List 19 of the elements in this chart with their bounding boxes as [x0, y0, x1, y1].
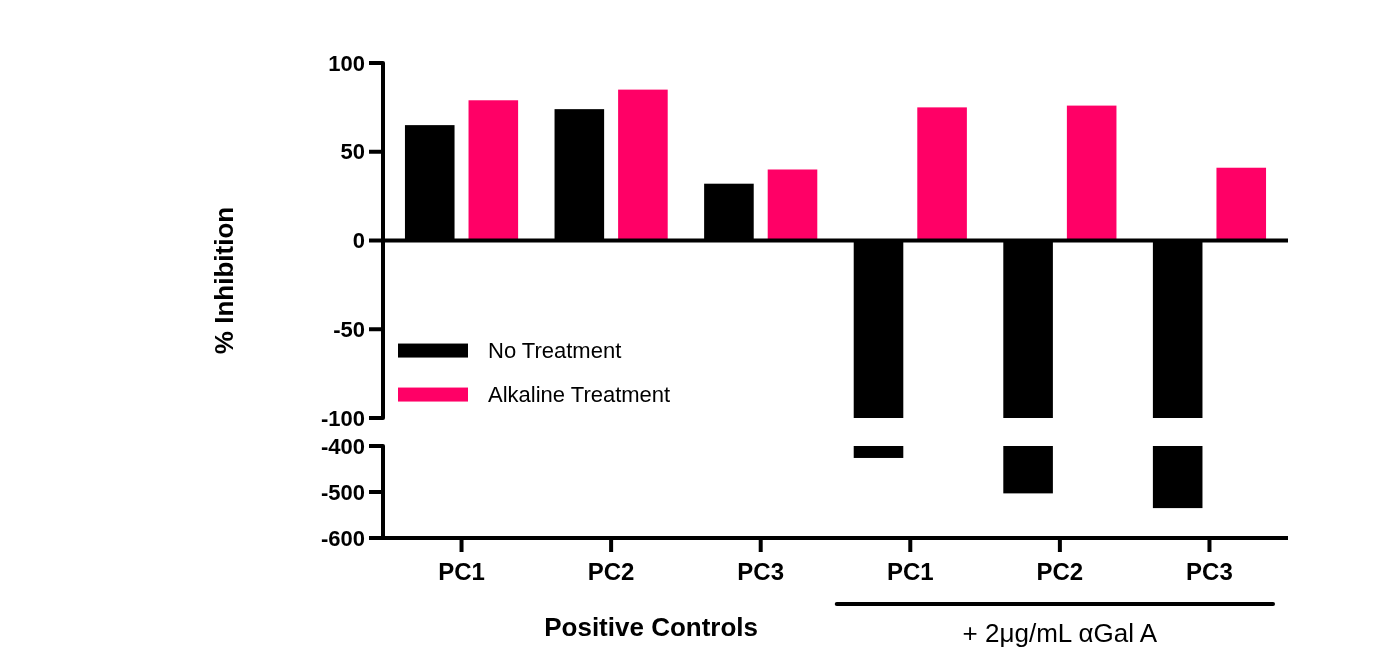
x-tick-label: PC1	[886, 558, 934, 585]
legend-label: Alkaline Treatment	[488, 382, 671, 408]
y-tick-label: 100	[328, 50, 365, 76]
text: Positive Controls	[544, 612, 759, 642]
y-tick-label: -600	[320, 525, 365, 551]
y-tick-label: 0	[352, 228, 365, 254]
x-tick-label: PC3	[737, 558, 785, 585]
x-tick-label: PC3	[1186, 558, 1233, 585]
y-tick-label: -50	[333, 316, 365, 342]
y-axis-title: % Inhibition	[209, 206, 239, 355]
legend-label: No Treatment	[488, 338, 622, 364]
x-tick-label: PC2	[1036, 558, 1084, 585]
x-tick-label: PC2	[587, 558, 635, 585]
y-tick-label: -500	[320, 479, 365, 505]
y-tick-label: -400	[320, 433, 365, 459]
y-tick-label: -100	[320, 405, 365, 431]
y-tick-label: 50	[340, 139, 365, 165]
text: + 2μg/mL αGal A	[962, 618, 1158, 648]
x-tick-label: PC1	[438, 558, 485, 585]
